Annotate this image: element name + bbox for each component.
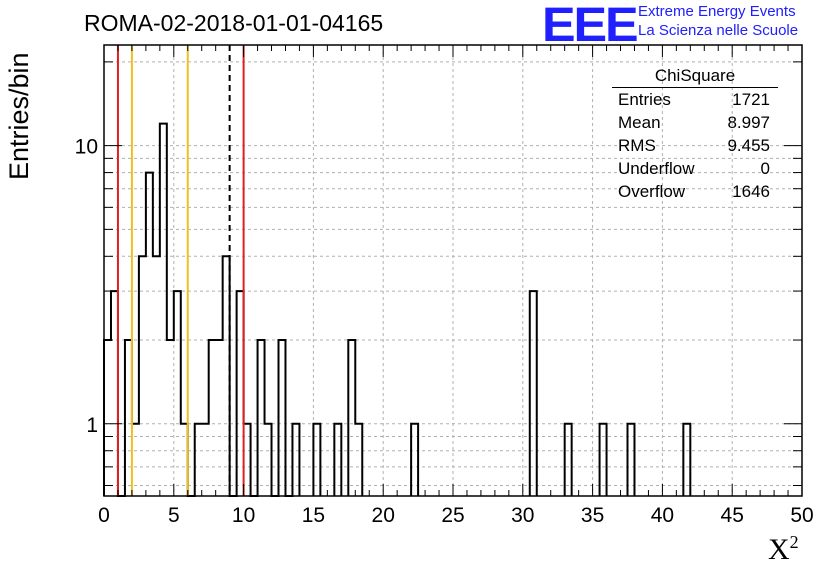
histogram-bin <box>174 291 181 496</box>
histogram-bin <box>160 124 167 496</box>
x-tick-label: 50 <box>790 504 813 527</box>
x-tick-label: 45 <box>721 504 744 527</box>
stats-title: ChiSquare <box>612 66 778 88</box>
stats-row-mean: Mean 8.997 <box>612 111 778 134</box>
stats-label: RMS <box>618 136 656 155</box>
histogram-bin <box>139 256 146 496</box>
histogram-bin <box>237 291 244 496</box>
x-axis-label-superscript: 2 <box>789 532 799 552</box>
logo-subtitle-line1: Extreme Energy Events <box>638 3 796 20</box>
stats-value: 9.455 <box>727 136 770 155</box>
stats-value: 1646 <box>732 182 770 201</box>
histogram-bin <box>209 340 216 496</box>
x-axis-label: X2 <box>768 532 799 567</box>
x-axis-label-text: X <box>768 533 790 566</box>
stats-label: Entries <box>618 90 671 109</box>
stats-row-overflow: Overflow 1646 <box>612 180 778 203</box>
histogram-bin <box>125 340 132 496</box>
histogram-bin <box>216 340 223 496</box>
histogram-bin <box>111 291 118 496</box>
logo-subtitle-line2: La Scienza nelle Scuole <box>638 22 799 39</box>
stats-value: 1721 <box>732 90 770 109</box>
histogram-bin <box>530 291 537 496</box>
stats-value: 8.997 <box>727 113 770 132</box>
x-tick-label: 0 <box>98 504 110 527</box>
stats-box: ChiSquare Entries 1721 Mean 8.997 RMS 9.455… <box>612 66 778 203</box>
x-tick-label: 5 <box>168 504 180 527</box>
x-tick-label: 15 <box>302 504 325 527</box>
y-axis-label: Entries/bin <box>4 52 34 180</box>
histogram-bin <box>348 340 355 496</box>
x-tick-label: 25 <box>441 504 464 527</box>
histogram-bin <box>146 173 153 496</box>
histogram-bin <box>153 256 160 496</box>
y-tick-label: 1 <box>86 414 98 437</box>
stats-row-underflow: Underflow 0 <box>612 157 778 180</box>
x-tick-label: 20 <box>372 504 395 527</box>
histogram-series-line <box>103 122 692 497</box>
histogram-bin <box>279 340 286 496</box>
x-tick-label: 10 <box>232 504 255 527</box>
stats-label: Mean <box>618 113 661 132</box>
stats-value: 0 <box>760 159 770 178</box>
histogram-bin <box>104 340 111 496</box>
x-tick-label: 35 <box>581 504 604 527</box>
histogram-bin <box>223 256 230 496</box>
eee-logo: EEE <box>542 0 639 52</box>
histogram-bin <box>258 340 265 496</box>
stats-row-rms: RMS 9.455 <box>612 134 778 157</box>
y-tick-label: 10 <box>75 136 98 159</box>
histogram-bin <box>167 340 174 496</box>
stats-label: Overflow <box>618 182 686 201</box>
stats-row-entries: Entries 1721 <box>612 88 778 111</box>
chart-title: ROMA-02-2018-01-01-04165 <box>84 10 384 36</box>
x-tick-label: 30 <box>511 504 534 527</box>
x-tick-label: 40 <box>651 504 674 527</box>
stats-label: Underflow <box>618 159 695 178</box>
